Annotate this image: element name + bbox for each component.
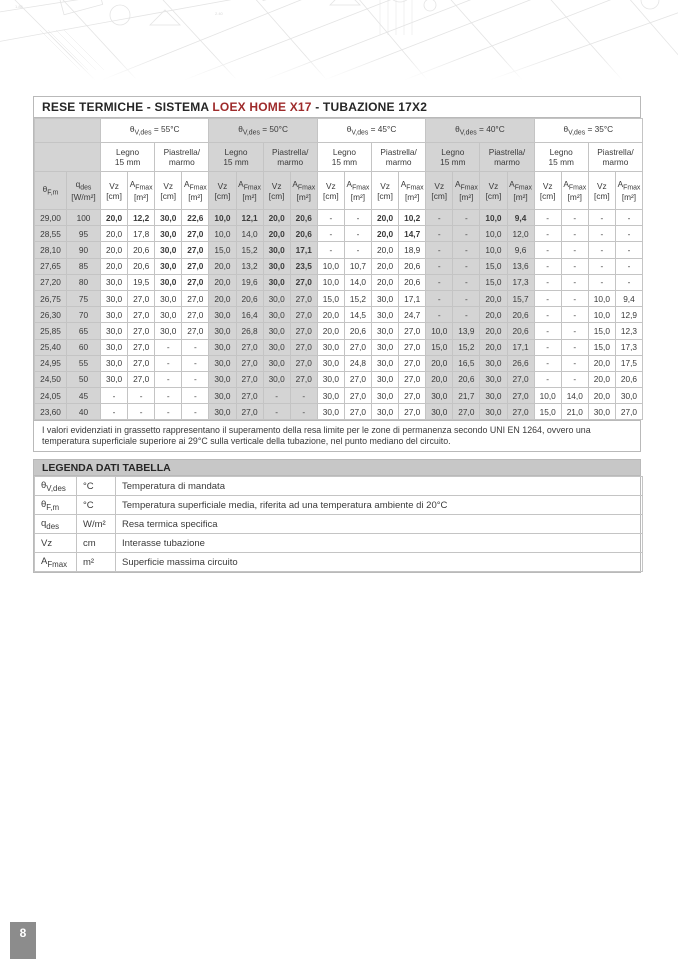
svg-text:2.40: 2.40 <box>215 11 224 16</box>
svg-text:1.85: 1.85 <box>15 4 24 9</box>
